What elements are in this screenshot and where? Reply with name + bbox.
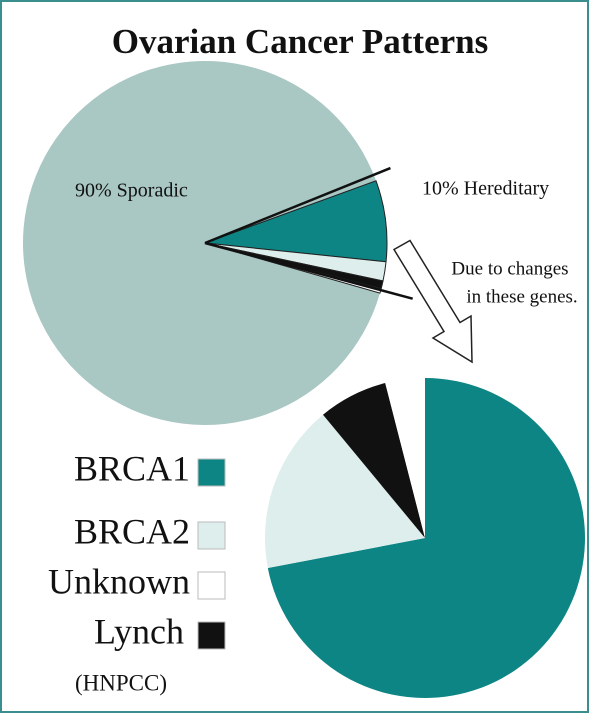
slice-label: 90% Sporadic [75,180,188,202]
pie-slice [23,60,380,425]
legend-swatch [197,571,226,600]
annotation: in these genes. [466,286,577,307]
pie-slice [323,383,425,538]
legend-label: Unknown [48,561,190,601]
legend: BRCA1 BRCA2 Lynch Unknown [48,448,226,651]
legend-swatch [197,621,226,650]
legend-label: Lynch [94,611,184,651]
annotation: Due to changes [451,258,568,279]
pie-slice [267,378,586,698]
legend-swatch [197,458,226,487]
pie-slice [265,414,425,568]
legend-label: BRCA2 [74,511,190,551]
bottom-pie [265,378,586,698]
arrow [392,239,473,364]
chart-title: Ovarian Cancer Patterns [112,22,489,61]
slice-label: 10% Hereditary [422,178,549,200]
legend-swatch [197,521,226,550]
callout-line [204,166,391,245]
top-pie: 90% Sporadic 10% Hereditary [23,60,549,425]
pie-slice [385,378,425,538]
legend-note: (HNPCC) [75,670,167,695]
callout-line [204,241,413,300]
legend-label: BRCA1 [74,448,190,488]
